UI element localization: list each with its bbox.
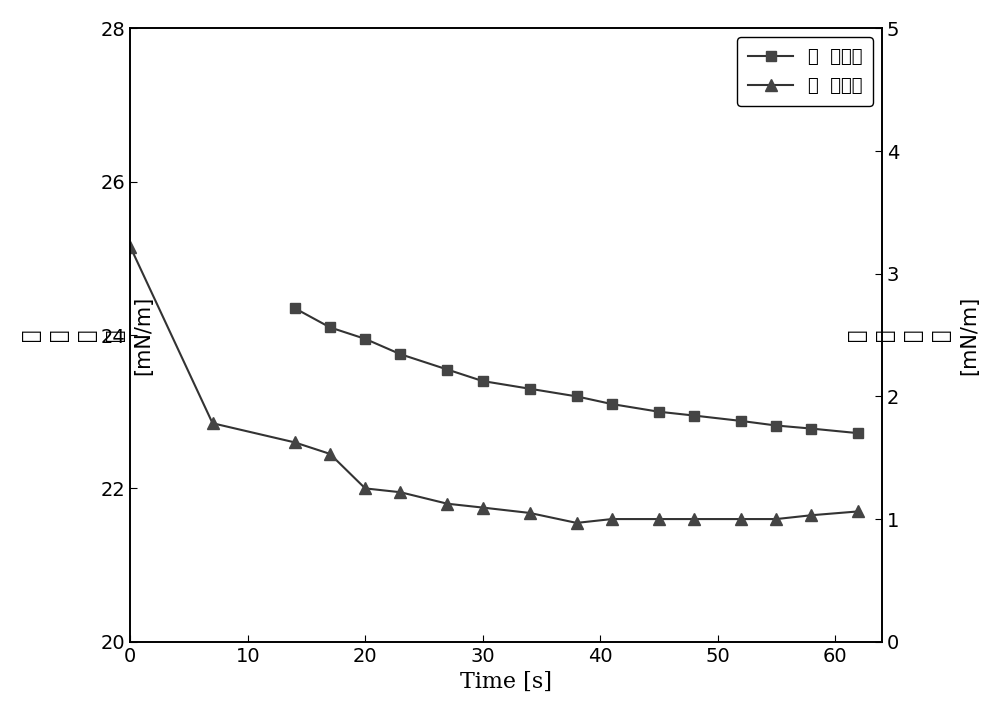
界  面张力: [770, 515, 782, 523]
Y-axis label: 表
面
张
力
[mN/m]: 表 面 张 力 [mN/m]: [21, 296, 153, 375]
界  面张力: [477, 503, 489, 512]
表  面张力: [805, 424, 817, 433]
表  面张力: [770, 421, 782, 430]
界  面张力: [571, 518, 583, 527]
Line: 界  面张力: 界 面张力: [125, 241, 864, 528]
表  面张力: [852, 429, 864, 438]
Y-axis label: 界
面
张
力
[mN/m]: 界 面 张 力 [mN/m]: [847, 296, 979, 375]
表  面张力: [359, 335, 371, 343]
界  面张力: [688, 515, 700, 523]
Legend: 表  面张力, 界  面张力: 表 面张力, 界 面张力: [737, 37, 873, 106]
Line: 表  面张力: 表 面张力: [290, 303, 863, 438]
界  面张力: [324, 450, 336, 458]
界  面张力: [359, 484, 371, 493]
界  面张力: [805, 511, 817, 520]
界  面张力: [852, 507, 864, 516]
表  面张力: [571, 392, 583, 401]
界  面张力: [289, 438, 301, 447]
界  面张力: [653, 515, 665, 523]
表  面张力: [735, 417, 747, 426]
表  面张力: [688, 411, 700, 420]
表  面张力: [289, 304, 301, 313]
表  面张力: [441, 366, 453, 374]
X-axis label: Time [s]: Time [s]: [460, 671, 552, 693]
表  面张力: [394, 350, 406, 358]
界  面张力: [735, 515, 747, 523]
表  面张力: [477, 377, 489, 386]
表  面张力: [606, 400, 618, 408]
界  面张力: [441, 500, 453, 508]
表  面张力: [324, 323, 336, 332]
界  面张力: [606, 515, 618, 523]
界  面张力: [394, 488, 406, 496]
界  面张力: [524, 508, 536, 517]
界  面张力: [124, 243, 136, 251]
表  面张力: [524, 384, 536, 393]
界  面张力: [207, 419, 219, 428]
表  面张力: [653, 408, 665, 416]
